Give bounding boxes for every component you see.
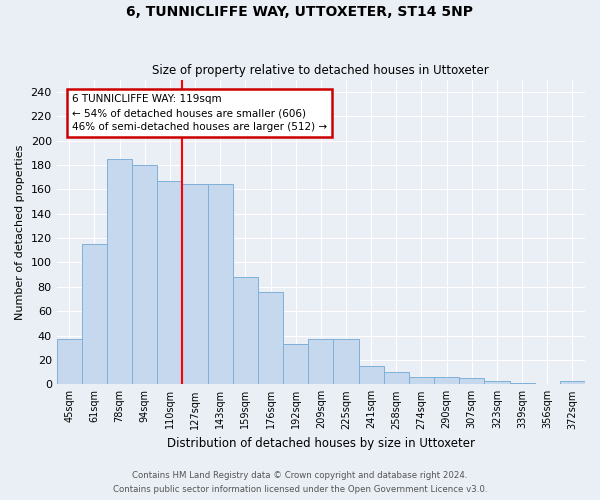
Bar [560,380,585,384]
Bar [233,277,258,384]
Bar [283,344,308,385]
Bar [107,159,132,384]
Bar [334,339,359,384]
Bar [434,377,459,384]
Y-axis label: Number of detached properties: Number of detached properties [15,144,25,320]
Bar [132,165,157,384]
Text: Contains public sector information licensed under the Open Government Licence v3: Contains public sector information licen… [113,486,487,494]
Bar [82,244,107,384]
Bar [359,366,384,384]
Bar [157,180,182,384]
Bar [208,184,233,384]
Text: Contains HM Land Registry data © Crown copyright and database right 2024.: Contains HM Land Registry data © Crown c… [132,470,468,480]
Text: 6, TUNNICLIFFE WAY, UTTOXETER, ST14 5NP: 6, TUNNICLIFFE WAY, UTTOXETER, ST14 5NP [127,5,473,19]
Bar [459,378,484,384]
X-axis label: Distribution of detached houses by size in Uttoxeter: Distribution of detached houses by size … [167,437,475,450]
Bar [56,339,82,384]
Title: Size of property relative to detached houses in Uttoxeter: Size of property relative to detached ho… [152,64,489,77]
Bar [182,184,208,384]
Text: 6 TUNNICLIFFE WAY: 119sqm
← 54% of detached houses are smaller (606)
46% of semi: 6 TUNNICLIFFE WAY: 119sqm ← 54% of detac… [72,94,327,132]
Bar [409,377,434,384]
Bar [509,383,535,384]
Bar [484,380,509,384]
Bar [308,339,334,384]
Bar [258,292,283,384]
Bar [384,372,409,384]
